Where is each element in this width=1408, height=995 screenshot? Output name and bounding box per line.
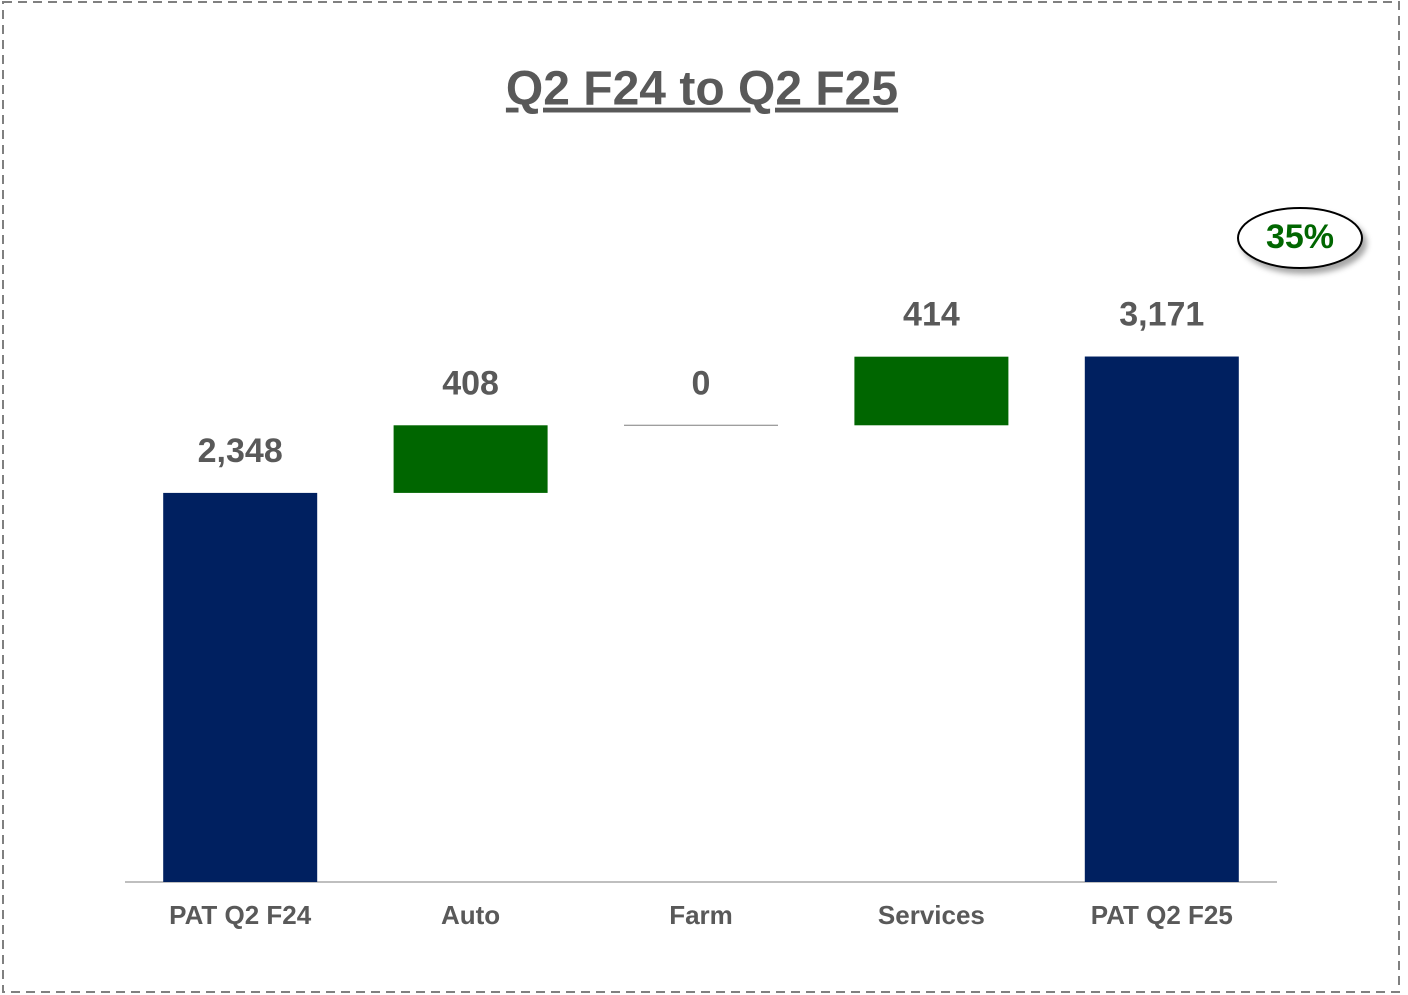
value-label: 2,348 bbox=[198, 432, 283, 470]
value-label: 3,171 bbox=[1119, 296, 1204, 334]
bar bbox=[854, 356, 1009, 426]
annotation: 35% bbox=[1266, 218, 1334, 256]
x-tick-label: Farm bbox=[669, 900, 733, 930]
value-label: 0 bbox=[692, 364, 711, 402]
x-tick-label: PAT Q2 F24 bbox=[169, 900, 312, 930]
x-tick-label: Auto bbox=[441, 900, 500, 930]
annotation-bubble bbox=[1237, 207, 1363, 269]
chart-title: Q2 F24 to Q2 F25 bbox=[506, 63, 898, 116]
bar bbox=[1084, 356, 1239, 882]
bar bbox=[393, 425, 548, 493]
x-tick-label: PAT Q2 F25 bbox=[1091, 900, 1233, 930]
value-label: 414 bbox=[903, 296, 960, 334]
x-tick-label: Services bbox=[878, 900, 985, 930]
value-label: 408 bbox=[442, 364, 499, 402]
bar bbox=[163, 492, 318, 882]
